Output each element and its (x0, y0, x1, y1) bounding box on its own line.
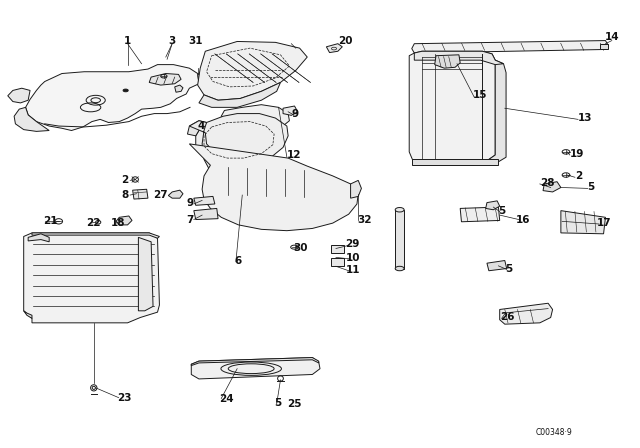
Polygon shape (24, 311, 32, 319)
Text: 12: 12 (287, 150, 301, 160)
Text: 27: 27 (153, 190, 168, 200)
Polygon shape (351, 181, 362, 198)
Text: 14: 14 (605, 32, 619, 42)
Polygon shape (543, 182, 561, 192)
Polygon shape (32, 233, 159, 238)
Polygon shape (332, 245, 344, 253)
Text: C00348·9: C00348·9 (536, 428, 572, 437)
Polygon shape (116, 216, 132, 225)
Polygon shape (149, 73, 181, 85)
Text: 15: 15 (473, 90, 488, 100)
Polygon shape (168, 190, 183, 198)
Polygon shape (14, 108, 49, 131)
Polygon shape (194, 208, 218, 220)
Text: 28: 28 (540, 178, 554, 188)
Polygon shape (487, 260, 507, 271)
Text: 29: 29 (346, 240, 360, 250)
Text: 2: 2 (121, 175, 129, 185)
Text: 16: 16 (516, 215, 531, 224)
Text: 1: 1 (124, 36, 131, 47)
Text: 25: 25 (287, 399, 301, 409)
Text: 3: 3 (168, 36, 176, 47)
Polygon shape (194, 196, 215, 205)
Polygon shape (283, 106, 298, 116)
Text: 22: 22 (86, 218, 100, 228)
Polygon shape (412, 159, 499, 165)
Text: 5: 5 (274, 398, 282, 408)
Text: 5: 5 (505, 263, 512, 274)
Text: 10: 10 (346, 253, 360, 263)
Polygon shape (189, 144, 358, 231)
Polygon shape (435, 55, 460, 68)
Text: 24: 24 (220, 393, 234, 404)
Text: 9: 9 (186, 198, 193, 207)
Text: 23: 23 (117, 392, 132, 403)
Polygon shape (486, 201, 500, 210)
Polygon shape (196, 114, 288, 165)
Polygon shape (486, 60, 506, 163)
Text: 5: 5 (499, 206, 506, 215)
Polygon shape (189, 121, 302, 196)
Polygon shape (561, 211, 605, 234)
Polygon shape (132, 189, 148, 199)
Text: 13: 13 (578, 113, 593, 123)
Polygon shape (414, 51, 504, 65)
Polygon shape (28, 234, 49, 242)
Polygon shape (175, 85, 183, 92)
Text: 17: 17 (597, 218, 612, 228)
Polygon shape (138, 237, 153, 311)
Text: 26: 26 (500, 313, 514, 323)
Text: 9: 9 (291, 108, 298, 119)
Text: 7: 7 (186, 215, 193, 224)
Polygon shape (221, 105, 289, 133)
Polygon shape (191, 358, 319, 366)
Polygon shape (191, 358, 320, 379)
Polygon shape (199, 82, 280, 108)
Ellipse shape (395, 266, 404, 271)
Text: 32: 32 (357, 215, 371, 225)
Polygon shape (409, 51, 495, 165)
Polygon shape (332, 258, 344, 266)
Text: 30: 30 (293, 243, 308, 253)
Polygon shape (395, 210, 404, 268)
Text: 5: 5 (588, 182, 595, 192)
Text: 21: 21 (43, 216, 58, 226)
Ellipse shape (123, 89, 128, 92)
Polygon shape (24, 233, 159, 323)
Polygon shape (600, 44, 608, 49)
Text: 20: 20 (338, 36, 353, 47)
Ellipse shape (395, 207, 404, 212)
Text: 4: 4 (198, 121, 205, 131)
Polygon shape (326, 44, 342, 52)
Polygon shape (198, 73, 204, 85)
Text: 18: 18 (111, 218, 125, 228)
Polygon shape (500, 303, 552, 324)
Polygon shape (198, 42, 307, 100)
Text: 11: 11 (346, 265, 360, 276)
Polygon shape (412, 41, 608, 53)
Text: 6: 6 (234, 256, 241, 267)
Polygon shape (460, 207, 500, 222)
Text: 8: 8 (121, 190, 129, 200)
Polygon shape (188, 121, 207, 136)
Polygon shape (8, 88, 30, 103)
Text: 31: 31 (189, 36, 203, 47)
Text: 19: 19 (570, 149, 584, 159)
Text: 2: 2 (575, 171, 582, 181)
Polygon shape (26, 65, 199, 130)
